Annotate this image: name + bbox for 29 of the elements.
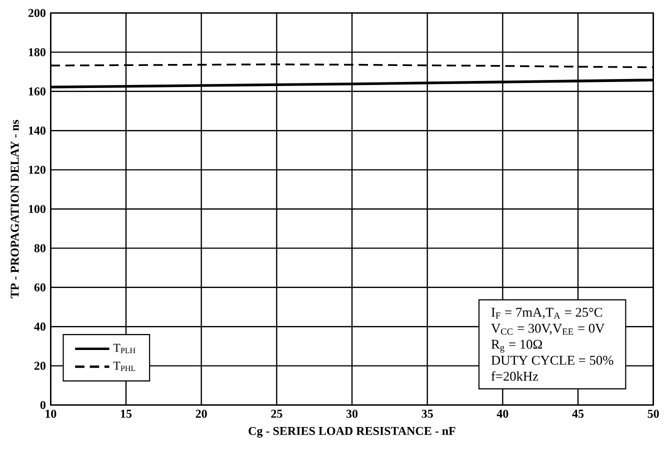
y-axis-title: TP - PROPAGATION DELAY - ns (10, 120, 19, 298)
y-tick-label: 180 (28, 48, 46, 56)
x-tick-label: 30 (346, 410, 358, 418)
y-tick-label: 20 (34, 362, 46, 370)
y-tick-label: 120 (28, 166, 46, 174)
x-tick-label: 35 (422, 410, 433, 418)
x-tick-label: 40 (496, 410, 508, 418)
annotation: f=20kHz (491, 371, 538, 381)
x-tick-label: 10 (46, 410, 56, 418)
x-tick-label: 25 (271, 410, 282, 418)
legend-label: T$_{PHL}$ (113, 362, 136, 371)
y-tick-label: 0 (40, 400, 46, 410)
y-tick-label: 140 (28, 126, 46, 135)
y-tick-label: 80 (34, 244, 46, 252)
x-tick-label: 15 (120, 410, 132, 418)
x-tick-label: 20 (196, 410, 207, 418)
annotation: I$_{F}$ = 7mA,T$_{A}$ = 25°C (491, 308, 602, 319)
x-tick-label: 50 (648, 410, 659, 418)
y-tick-label: 100 (28, 204, 46, 214)
x-axis-title: Cg - SERIES LOAD RESISTANCE - nF (248, 426, 456, 438)
y-tick-label: 40 (34, 322, 46, 331)
y-tick-label: 200 (28, 8, 46, 18)
annotation: R$_{g}$ = 10Ω (491, 340, 542, 353)
legend-label: T$_{PLH}$ (113, 344, 136, 354)
y-tick-label: 160 (28, 87, 46, 96)
x-tick-label: 45 (572, 410, 584, 418)
annotation: V$_{CC}$ = 30V,V$_{EE}$ = 0V (491, 324, 605, 335)
y-tick-label: 60 (34, 283, 46, 292)
annotation: DUTY CYCLE = 50% (491, 356, 614, 365)
